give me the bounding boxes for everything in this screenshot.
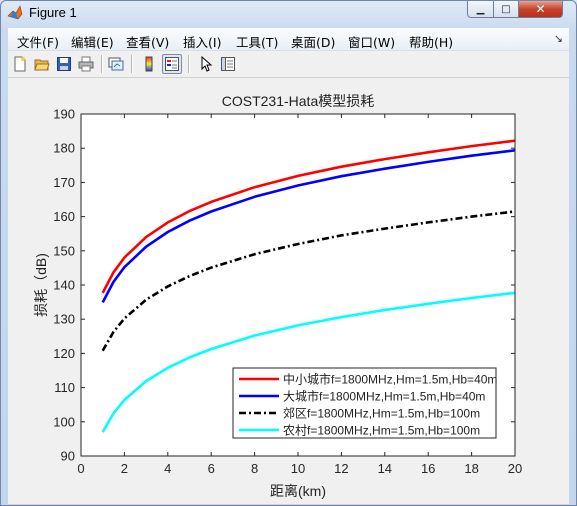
y-tick-label: 130	[53, 312, 75, 327]
series-line-4[interactable]	[101, 291, 516, 433]
x-tick-label: 4	[164, 461, 171, 476]
close-button[interactable]: ✕	[518, 1, 563, 18]
colorbar-icon[interactable]	[139, 54, 159, 74]
y-tick-label: 180	[53, 141, 75, 156]
figure-client: 文件(F) 编辑(E) 查看(V) 插入(I) 工具(T) 桌面(D) 窗口(W…	[8, 28, 569, 504]
x-tick-label: 2	[121, 461, 128, 476]
menu-bar: 文件(F) 编辑(E) 查看(V) 插入(I) 工具(T) 桌面(D) 窗口(W…	[8, 28, 569, 51]
toolbar-separator	[131, 55, 133, 73]
legend-label-3: 郊区f=1800MHz,Hm=1.5m,Hb=100m	[283, 407, 480, 421]
toolbar-separator	[188, 55, 190, 73]
property-editor-icon[interactable]	[218, 54, 238, 74]
x-tick-label: 16	[421, 461, 435, 476]
link-plot-icon[interactable]	[106, 54, 126, 74]
menu-tools[interactable]: 工具(T)	[236, 35, 279, 50]
legend[interactable]: 中小城市f=1800MHz,Hm=1.5m,Hb=40m 大城市f=1800MHz…	[232, 367, 497, 439]
y-tick-label: 150	[53, 243, 75, 258]
y-axis-label: 损耗（dB)	[33, 253, 49, 317]
figure-canvas: COST231-Hata模型损耗 0 2 4 6 8 10 12 14 16 18 20 90 100 1…	[8, 78, 569, 504]
x-tick-label: 10	[291, 461, 305, 476]
x-tick-label: 8	[251, 461, 258, 476]
x-tick-label: 12	[334, 461, 348, 476]
series-line-3[interactable]	[101, 210, 516, 352]
legend-icon[interactable]	[162, 54, 182, 74]
legend-label-4: 农村f=1800MHz,Hm=1.5m,Hb=100m	[283, 424, 480, 438]
menu-file[interactable]: 文件(F)	[17, 35, 59, 50]
y-tick-label: 100	[53, 414, 75, 429]
new-figure-icon[interactable]	[10, 54, 30, 74]
y-tick-label: 170	[53, 175, 75, 190]
x-tick-label: 0	[77, 461, 84, 476]
plot-svg[interactable]: COST231-Hata模型损耗 0 2 4 6 8 10 12 14 16 18 20 90 100 1…	[8, 78, 569, 504]
pointer-icon[interactable]	[196, 54, 216, 74]
maximize-button[interactable]: □	[493, 1, 519, 18]
x-tick-label: 18	[464, 461, 478, 476]
menu-insert[interactable]: 插入(I)	[183, 35, 222, 50]
series-line-1[interactable]	[101, 139, 516, 294]
chart-title: COST231-Hata模型损耗	[222, 93, 374, 109]
x-axis-label: 距离(km)	[270, 483, 326, 499]
x-tick-label: 6	[208, 461, 215, 476]
save-icon[interactable]	[54, 54, 74, 74]
menu-window[interactable]: 窗口(W)	[348, 35, 396, 50]
menu-view[interactable]: 查看(V)	[126, 35, 170, 50]
menu-help[interactable]: 帮助(H)	[409, 35, 454, 50]
menu-edit[interactable]: 编辑(E)	[71, 35, 114, 50]
menu-desktop[interactable]: 桌面(D)	[291, 35, 336, 50]
y-tick-label: 190	[53, 107, 75, 122]
x-tick-label: 14	[378, 461, 392, 476]
legend-label-2: 大城市f=1800MHz,Hm=1.5m,Hb=40m	[283, 389, 485, 404]
window-title: Figure 1	[29, 5, 77, 20]
title-bar[interactable]: Figure 1 ▁ □ ✕	[1, 1, 576, 25]
y-tick-label: 90	[61, 449, 75, 464]
legend-label-1: 中小城市f=1800MHz,Hm=1.5m,Hb=40m	[283, 372, 497, 387]
minimize-button[interactable]: ▁	[467, 1, 494, 18]
y-tick-label: 160	[53, 209, 75, 224]
y-tick-label: 120	[53, 346, 75, 361]
open-file-icon[interactable]	[32, 54, 52, 74]
x-tick-label: 20	[508, 461, 522, 476]
figure-toolbar	[8, 51, 569, 78]
matlab-app-icon	[7, 5, 23, 21]
dock-arrow-icon[interactable]: ↘	[553, 32, 563, 45]
print-icon[interactable]	[76, 54, 96, 74]
y-tick-label: 110	[54, 380, 75, 395]
toolbar-separator	[101, 55, 103, 73]
series-line-2[interactable]	[101, 149, 516, 304]
y-tick-label: 140	[53, 278, 75, 293]
